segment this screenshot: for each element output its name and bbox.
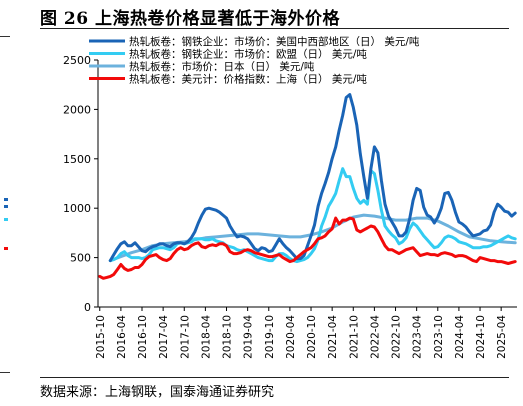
y-tick-label: 2000 xyxy=(63,103,91,116)
source-divider xyxy=(40,377,509,378)
legend-entry: 热轧板卷：钢铁企业：市场价：欧盟（日） 美元/吨 xyxy=(129,48,367,61)
chart-legend: 热轧板卷：钢铁企业：市场价：美国中西部地区（日） 美元/吨热轧板卷：钢铁企业：市… xyxy=(89,35,420,86)
y-tick-label: 500 xyxy=(70,252,91,265)
x-tick-label: 2024-10 xyxy=(475,315,487,359)
cropped-line-fragment xyxy=(4,205,8,208)
x-tick-label: 2024-04 xyxy=(454,315,466,359)
x-tick-label: 2016-04 xyxy=(116,315,128,359)
x-tick-label: 2017-10 xyxy=(179,315,191,359)
x-tick-label: 2019-04 xyxy=(243,315,255,359)
x-tick-label: 2017-04 xyxy=(158,315,170,359)
x-tick-label: 2016-10 xyxy=(137,315,149,359)
cropped-line-fragment xyxy=(4,247,8,250)
cropped-line-fragment xyxy=(4,218,8,221)
x-tick-label: 2022-10 xyxy=(391,315,403,359)
x-tick-label: 2023-10 xyxy=(433,315,445,359)
legend-entry: 热轧板卷：市场价：日本（日） 美元/吨 xyxy=(129,60,315,73)
left-margin-mark xyxy=(0,372,10,373)
series-line-3 xyxy=(98,216,517,280)
x-tick-label: 2021-04 xyxy=(327,315,339,359)
x-tick-label: 2023-04 xyxy=(412,315,424,359)
x-tick-label: 2019-10 xyxy=(264,315,276,359)
y-tick-label: 0 xyxy=(84,301,91,314)
x-tick-label: 2025-04 xyxy=(496,315,508,359)
x-tick-label: 2020-04 xyxy=(285,315,297,359)
x-tick-label: 2018-04 xyxy=(200,315,212,359)
y-tick-label: 2500 xyxy=(63,54,91,67)
chart-axes: 0 500 1000 1500 2000 2500 2015-10 2016-04 2016-1… xyxy=(63,54,517,359)
figure-source: 数据来源：上海钢联，国泰海通证券研究 xyxy=(40,385,275,400)
legend-entry: 热轧板卷：钢铁企业：市场价：美国中西部地区（日） 美元/吨 xyxy=(129,35,420,48)
y-tick-label: 1000 xyxy=(63,202,91,215)
figure-title: 图 26 上海热卷价格显著低于海外价格 xyxy=(40,9,340,29)
chart-series xyxy=(98,93,517,280)
series-line-0 xyxy=(108,93,517,263)
y-tick-label: 1500 xyxy=(63,153,91,166)
left-margin-mark xyxy=(0,36,10,37)
legend-entry: 热轧板卷：美元计：价格指数：上海（日） 美元/吨 xyxy=(129,73,367,86)
title-divider xyxy=(40,28,509,29)
x-tick-label: 2020-10 xyxy=(306,315,318,359)
x-tick-label: 2018-10 xyxy=(222,315,234,359)
x-tick-label: 2022-04 xyxy=(369,315,381,359)
x-tick-label: 2015-10 xyxy=(95,315,107,359)
cropped-line-fragment xyxy=(4,198,8,201)
x-tick-label: 2021-10 xyxy=(348,315,360,359)
